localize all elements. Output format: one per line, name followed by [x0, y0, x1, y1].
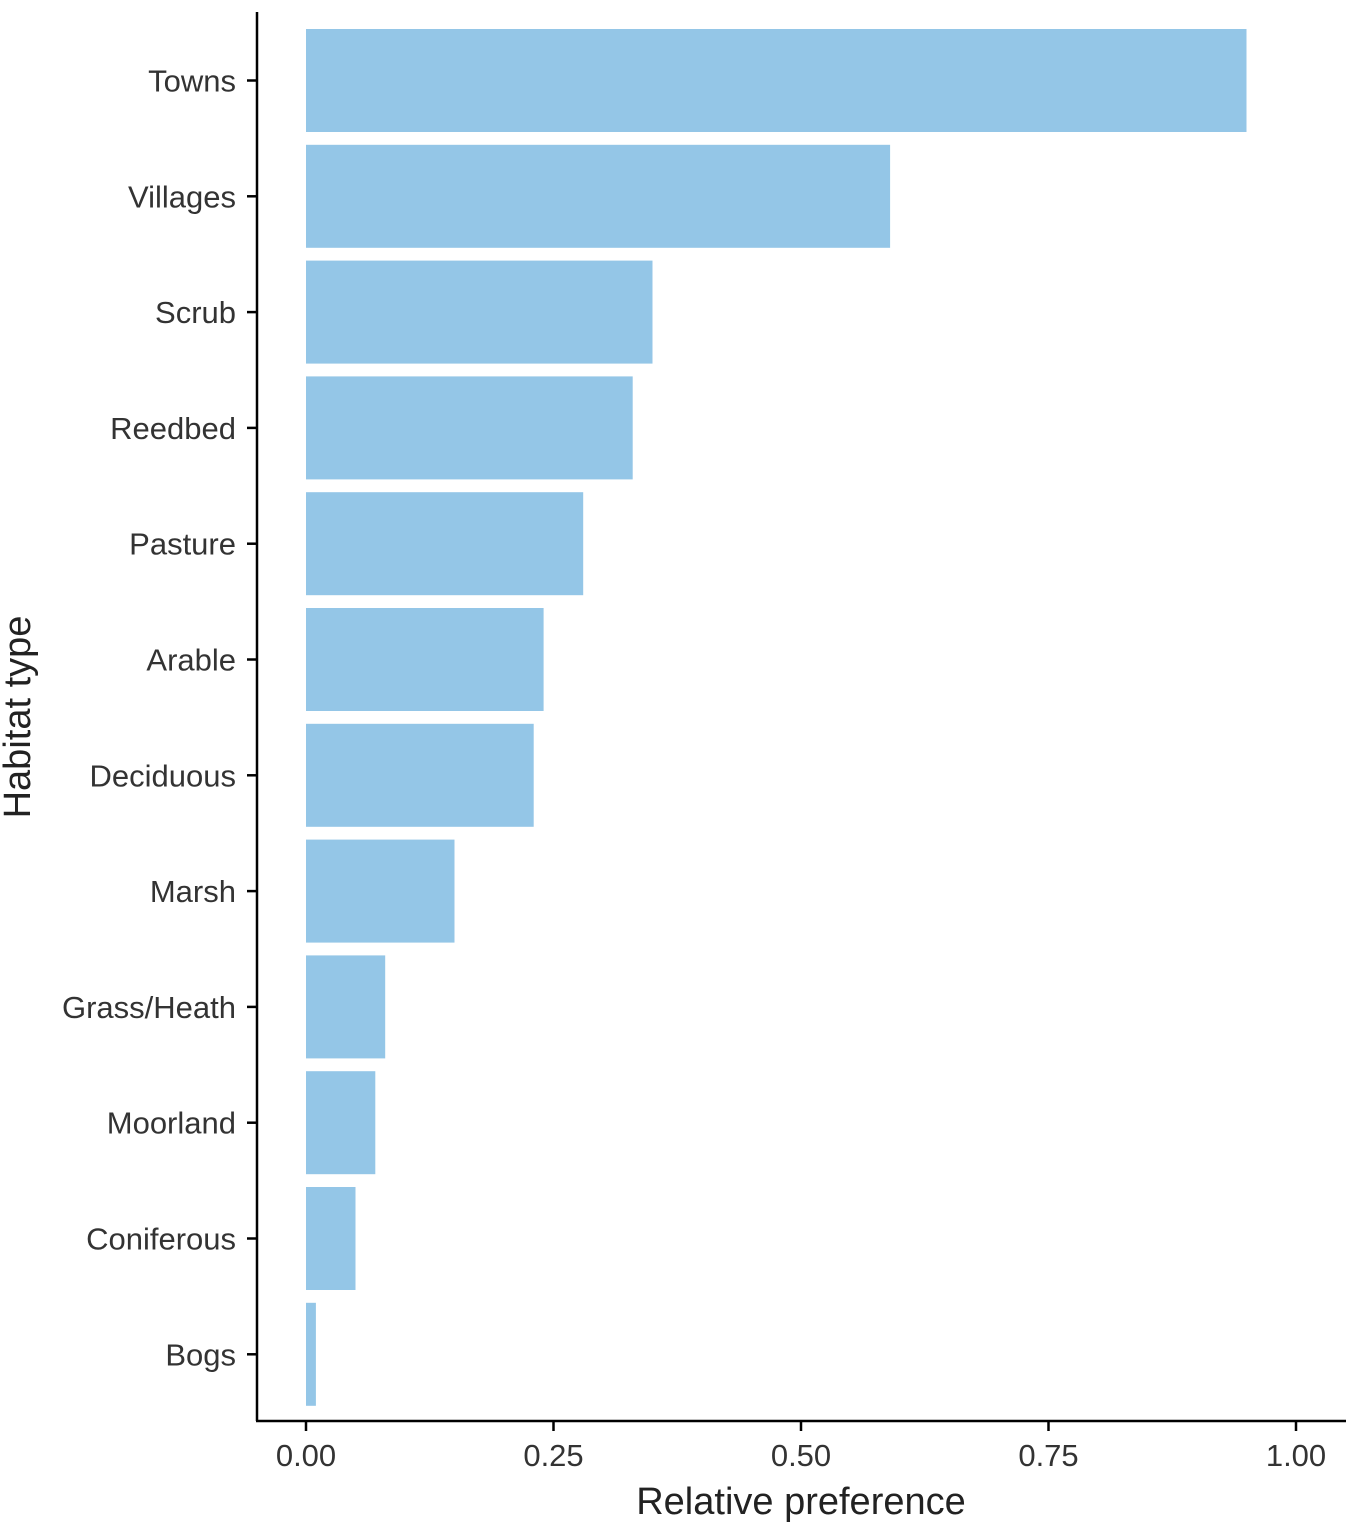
y-tick-label-grass-heath: Grass/Heath — [62, 990, 236, 1025]
y-tick-label-deciduous: Deciduous — [90, 758, 236, 793]
x-axis-title: Relative preference — [636, 1481, 966, 1523]
x-ticks: 0.00 0.25 0.50 0.75 1.00 — [276, 1421, 1326, 1473]
x-tick-label-0-50: 0.50 — [771, 1438, 831, 1473]
y-axis-title: Habitat type — [0, 616, 39, 819]
bars-layer — [306, 29, 1247, 1406]
bar-coniferous — [306, 1187, 356, 1290]
bar-grass-heath — [306, 955, 386, 1059]
y-tick-label-pasture: Pasture — [129, 527, 236, 562]
bar-bogs — [306, 1302, 316, 1406]
y-tick-label-reedbed: Reedbed — [110, 411, 236, 446]
bar-moorland — [306, 1071, 376, 1175]
bar-towns — [306, 29, 1247, 132]
bar-arable — [306, 608, 544, 711]
y-tick-label-arable: Arable — [146, 643, 236, 678]
y-tick-label-coniferous: Coniferous — [86, 1222, 236, 1257]
y-tick-label-scrub: Scrub — [155, 295, 236, 330]
bar-deciduous — [306, 723, 534, 827]
bar-scrub — [306, 260, 653, 364]
bar-pasture — [306, 492, 584, 596]
bar-reedbed — [306, 376, 633, 480]
y-tick-label-bogs: Bogs — [165, 1337, 236, 1372]
x-tick-label-0-00: 0.00 — [276, 1438, 336, 1473]
bar-marsh — [306, 839, 455, 943]
bar-villages — [306, 144, 891, 248]
y-tick-label-marsh: Marsh — [150, 874, 236, 909]
y-tick-label-villages: Villages — [128, 179, 236, 214]
x-tick-label-0-75: 0.75 — [1018, 1438, 1078, 1473]
y-tick-label-towns: Towns — [148, 64, 236, 99]
y-ticks: Towns Villages Scrub Reedbed Pasture Arable De… — [62, 64, 257, 1372]
x-tick-label-1-00: 1.00 — [1266, 1438, 1326, 1473]
y-tick-label-moorland: Moorland — [107, 1106, 236, 1141]
x-tick-label-0-25: 0.25 — [523, 1438, 583, 1473]
